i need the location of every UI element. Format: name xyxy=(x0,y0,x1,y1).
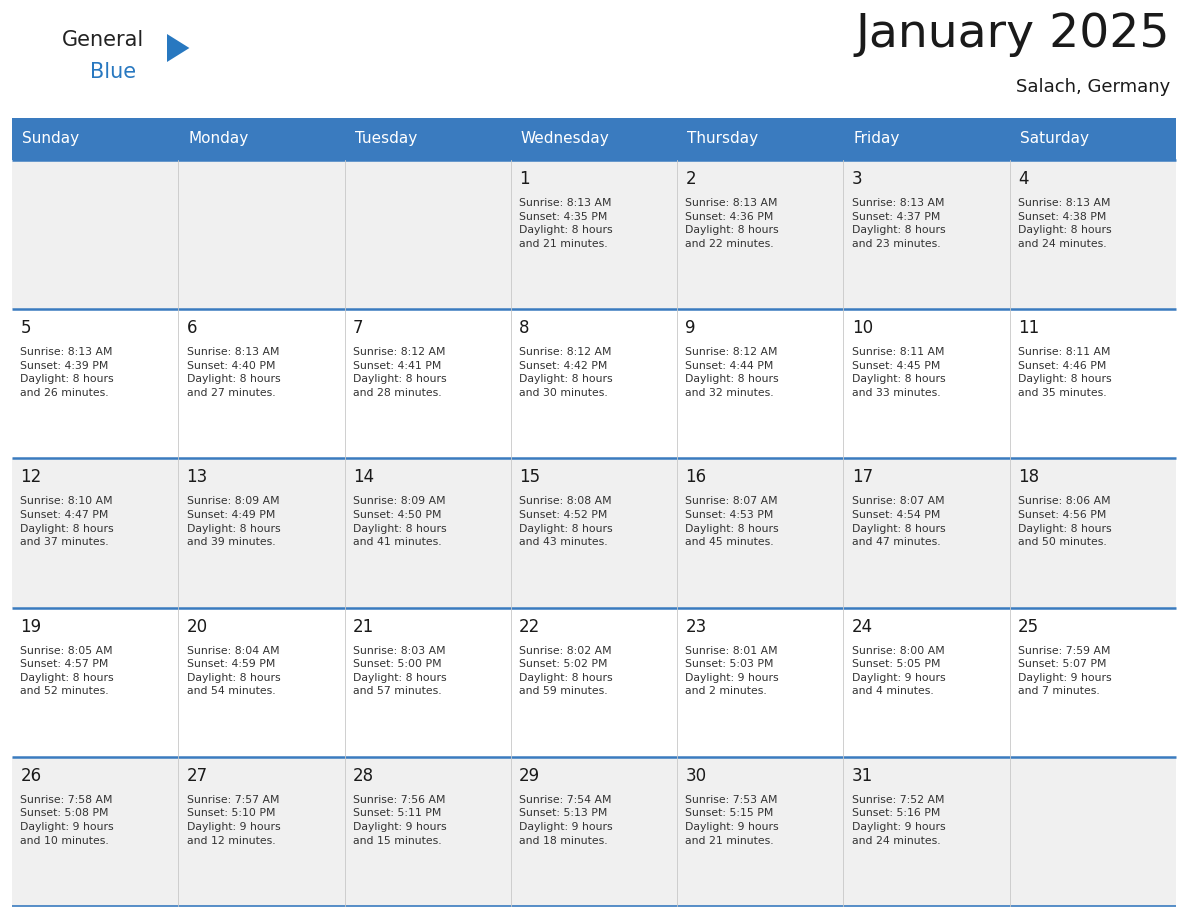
Text: 23: 23 xyxy=(685,618,707,635)
Text: 17: 17 xyxy=(852,468,873,487)
Bar xyxy=(12,608,1176,756)
Text: Sunrise: 8:09 AM
Sunset: 4:50 PM
Daylight: 8 hours
and 41 minutes.: Sunrise: 8:09 AM Sunset: 4:50 PM Dayligh… xyxy=(353,497,447,547)
Text: 18: 18 xyxy=(1018,468,1040,487)
Text: 3: 3 xyxy=(852,170,862,188)
Text: Sunrise: 8:13 AM
Sunset: 4:40 PM
Daylight: 8 hours
and 27 minutes.: Sunrise: 8:13 AM Sunset: 4:40 PM Dayligh… xyxy=(187,347,280,398)
Text: Sunrise: 8:13 AM
Sunset: 4:38 PM
Daylight: 8 hours
and 24 minutes.: Sunrise: 8:13 AM Sunset: 4:38 PM Dayligh… xyxy=(1018,198,1112,249)
Text: 15: 15 xyxy=(519,468,541,487)
Text: 1: 1 xyxy=(519,170,530,188)
Text: 25: 25 xyxy=(1018,618,1040,635)
Text: Salach, Germany: Salach, Germany xyxy=(1016,78,1170,96)
Text: 8: 8 xyxy=(519,319,530,337)
Bar xyxy=(12,160,1176,309)
Text: 13: 13 xyxy=(187,468,208,487)
Bar xyxy=(511,118,677,160)
Text: Sunday: Sunday xyxy=(21,131,80,147)
Text: Sunrise: 8:03 AM
Sunset: 5:00 PM
Daylight: 8 hours
and 57 minutes.: Sunrise: 8:03 AM Sunset: 5:00 PM Dayligh… xyxy=(353,645,447,697)
Text: 16: 16 xyxy=(685,468,707,487)
Text: Sunrise: 8:02 AM
Sunset: 5:02 PM
Daylight: 8 hours
and 59 minutes.: Sunrise: 8:02 AM Sunset: 5:02 PM Dayligh… xyxy=(519,645,613,697)
Text: 27: 27 xyxy=(187,767,208,785)
Bar xyxy=(12,309,1176,458)
Text: 24: 24 xyxy=(852,618,873,635)
Text: Sunrise: 8:11 AM
Sunset: 4:46 PM
Daylight: 8 hours
and 35 minutes.: Sunrise: 8:11 AM Sunset: 4:46 PM Dayligh… xyxy=(1018,347,1112,398)
Text: 21: 21 xyxy=(353,618,374,635)
Text: 26: 26 xyxy=(20,767,42,785)
Text: Sunrise: 7:58 AM
Sunset: 5:08 PM
Daylight: 9 hours
and 10 minutes.: Sunrise: 7:58 AM Sunset: 5:08 PM Dayligh… xyxy=(20,795,114,845)
Text: Sunrise: 7:59 AM
Sunset: 5:07 PM
Daylight: 9 hours
and 7 minutes.: Sunrise: 7:59 AM Sunset: 5:07 PM Dayligh… xyxy=(1018,645,1112,697)
Text: 2: 2 xyxy=(685,170,696,188)
Text: 22: 22 xyxy=(519,618,541,635)
Text: 7: 7 xyxy=(353,319,364,337)
Text: Sunrise: 7:53 AM
Sunset: 5:15 PM
Daylight: 9 hours
and 21 minutes.: Sunrise: 7:53 AM Sunset: 5:15 PM Dayligh… xyxy=(685,795,779,845)
Text: 29: 29 xyxy=(519,767,541,785)
Text: Sunrise: 8:12 AM
Sunset: 4:44 PM
Daylight: 8 hours
and 32 minutes.: Sunrise: 8:12 AM Sunset: 4:44 PM Dayligh… xyxy=(685,347,779,398)
Text: 30: 30 xyxy=(685,767,707,785)
Text: Blue: Blue xyxy=(90,62,137,82)
Text: 28: 28 xyxy=(353,767,374,785)
Bar xyxy=(1010,118,1176,160)
Text: Sunrise: 8:13 AM
Sunset: 4:37 PM
Daylight: 8 hours
and 23 minutes.: Sunrise: 8:13 AM Sunset: 4:37 PM Dayligh… xyxy=(852,198,946,249)
Text: General: General xyxy=(62,30,144,50)
Text: Sunrise: 8:13 AM
Sunset: 4:35 PM
Daylight: 8 hours
and 21 minutes.: Sunrise: 8:13 AM Sunset: 4:35 PM Dayligh… xyxy=(519,198,613,249)
Text: 20: 20 xyxy=(187,618,208,635)
Text: Saturday: Saturday xyxy=(1019,131,1088,147)
Text: 12: 12 xyxy=(20,468,42,487)
Text: Sunrise: 8:12 AM
Sunset: 4:42 PM
Daylight: 8 hours
and 30 minutes.: Sunrise: 8:12 AM Sunset: 4:42 PM Dayligh… xyxy=(519,347,613,398)
Text: Sunrise: 8:06 AM
Sunset: 4:56 PM
Daylight: 8 hours
and 50 minutes.: Sunrise: 8:06 AM Sunset: 4:56 PM Dayligh… xyxy=(1018,497,1112,547)
Bar xyxy=(12,756,1176,906)
Text: Tuesday: Tuesday xyxy=(354,131,417,147)
Bar xyxy=(843,118,1010,160)
Text: 6: 6 xyxy=(187,319,197,337)
Text: 9: 9 xyxy=(685,319,696,337)
Text: Sunrise: 7:54 AM
Sunset: 5:13 PM
Daylight: 9 hours
and 18 minutes.: Sunrise: 7:54 AM Sunset: 5:13 PM Dayligh… xyxy=(519,795,613,845)
Text: Sunrise: 8:07 AM
Sunset: 4:54 PM
Daylight: 8 hours
and 47 minutes.: Sunrise: 8:07 AM Sunset: 4:54 PM Dayligh… xyxy=(852,497,946,547)
Text: Sunrise: 8:12 AM
Sunset: 4:41 PM
Daylight: 8 hours
and 28 minutes.: Sunrise: 8:12 AM Sunset: 4:41 PM Dayligh… xyxy=(353,347,447,398)
Text: Sunrise: 8:08 AM
Sunset: 4:52 PM
Daylight: 8 hours
and 43 minutes.: Sunrise: 8:08 AM Sunset: 4:52 PM Dayligh… xyxy=(519,497,613,547)
Text: Sunrise: 8:11 AM
Sunset: 4:45 PM
Daylight: 8 hours
and 33 minutes.: Sunrise: 8:11 AM Sunset: 4:45 PM Dayligh… xyxy=(852,347,946,398)
Text: Sunrise: 8:04 AM
Sunset: 4:59 PM
Daylight: 8 hours
and 54 minutes.: Sunrise: 8:04 AM Sunset: 4:59 PM Dayligh… xyxy=(187,645,280,697)
Text: January 2025: January 2025 xyxy=(855,12,1170,57)
Text: Sunrise: 7:57 AM
Sunset: 5:10 PM
Daylight: 9 hours
and 12 minutes.: Sunrise: 7:57 AM Sunset: 5:10 PM Dayligh… xyxy=(187,795,280,845)
Bar xyxy=(178,118,345,160)
Text: Friday: Friday xyxy=(853,131,899,147)
Text: Sunrise: 8:07 AM
Sunset: 4:53 PM
Daylight: 8 hours
and 45 minutes.: Sunrise: 8:07 AM Sunset: 4:53 PM Dayligh… xyxy=(685,497,779,547)
Text: Sunrise: 8:13 AM
Sunset: 4:39 PM
Daylight: 8 hours
and 26 minutes.: Sunrise: 8:13 AM Sunset: 4:39 PM Dayligh… xyxy=(20,347,114,398)
Bar xyxy=(12,458,1176,608)
Text: 19: 19 xyxy=(20,618,42,635)
Text: Sunrise: 8:01 AM
Sunset: 5:03 PM
Daylight: 9 hours
and 2 minutes.: Sunrise: 8:01 AM Sunset: 5:03 PM Dayligh… xyxy=(685,645,779,697)
Text: 4: 4 xyxy=(1018,170,1029,188)
Bar xyxy=(677,118,843,160)
Text: Thursday: Thursday xyxy=(687,131,758,147)
Polygon shape xyxy=(168,34,189,62)
Text: 5: 5 xyxy=(20,319,31,337)
Bar xyxy=(345,118,511,160)
Text: Monday: Monday xyxy=(188,131,248,147)
Text: Sunrise: 8:09 AM
Sunset: 4:49 PM
Daylight: 8 hours
and 39 minutes.: Sunrise: 8:09 AM Sunset: 4:49 PM Dayligh… xyxy=(187,497,280,547)
Bar xyxy=(12,118,178,160)
Text: 14: 14 xyxy=(353,468,374,487)
Text: Sunrise: 8:00 AM
Sunset: 5:05 PM
Daylight: 9 hours
and 4 minutes.: Sunrise: 8:00 AM Sunset: 5:05 PM Dayligh… xyxy=(852,645,946,697)
Text: 11: 11 xyxy=(1018,319,1040,337)
Text: Sunrise: 7:56 AM
Sunset: 5:11 PM
Daylight: 9 hours
and 15 minutes.: Sunrise: 7:56 AM Sunset: 5:11 PM Dayligh… xyxy=(353,795,447,845)
Text: Sunrise: 8:13 AM
Sunset: 4:36 PM
Daylight: 8 hours
and 22 minutes.: Sunrise: 8:13 AM Sunset: 4:36 PM Dayligh… xyxy=(685,198,779,249)
Text: 10: 10 xyxy=(852,319,873,337)
Text: Wednesday: Wednesday xyxy=(520,131,609,147)
Text: Sunrise: 8:05 AM
Sunset: 4:57 PM
Daylight: 8 hours
and 52 minutes.: Sunrise: 8:05 AM Sunset: 4:57 PM Dayligh… xyxy=(20,645,114,697)
Text: Sunrise: 7:52 AM
Sunset: 5:16 PM
Daylight: 9 hours
and 24 minutes.: Sunrise: 7:52 AM Sunset: 5:16 PM Dayligh… xyxy=(852,795,946,845)
Text: Sunrise: 8:10 AM
Sunset: 4:47 PM
Daylight: 8 hours
and 37 minutes.: Sunrise: 8:10 AM Sunset: 4:47 PM Dayligh… xyxy=(20,497,114,547)
Text: 31: 31 xyxy=(852,767,873,785)
